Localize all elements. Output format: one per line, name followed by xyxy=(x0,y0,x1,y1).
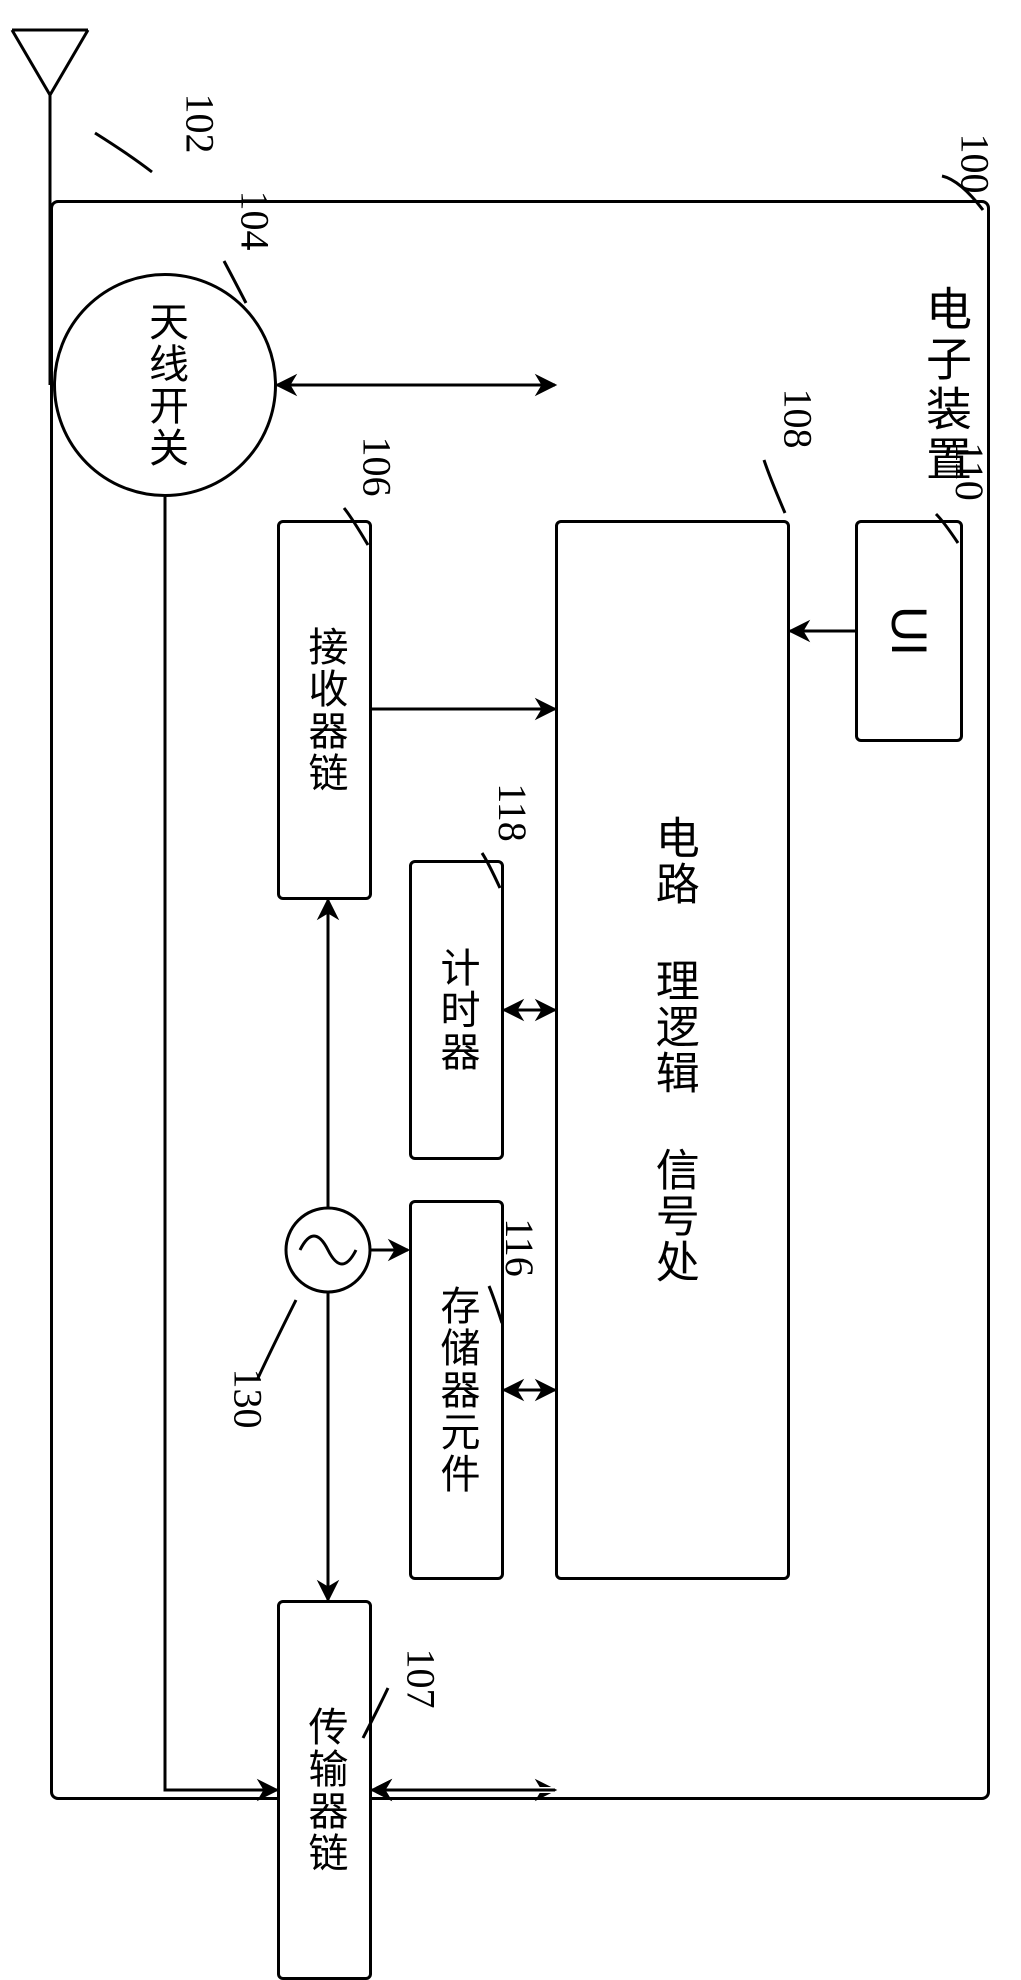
ref-108: 108 xyxy=(775,389,822,449)
ref-100: 100 xyxy=(952,134,999,194)
timer-label: 计时器 xyxy=(435,947,479,1073)
ref-110: 110 xyxy=(946,442,993,501)
signal-proc-label: 电路 理逻辑 信号处 xyxy=(648,815,696,1285)
receiver-chain-label: 接收器链 xyxy=(303,626,347,794)
antenna-switch-block: 天线开关 xyxy=(53,273,277,497)
transmitter-chain-label: 传输器链 xyxy=(303,1706,347,1874)
receiver-chain-block: 接收器链 xyxy=(277,520,372,900)
signal-proc-block: 电路 理逻辑 信号处 xyxy=(555,520,790,1580)
ui-label: UI xyxy=(880,606,938,656)
ref-107: 107 xyxy=(398,1649,445,1709)
ref-118: 118 xyxy=(489,783,536,842)
ref-104: 104 xyxy=(232,191,279,251)
antenna-switch-label: 天线开关 xyxy=(143,301,187,469)
ref-130: 130 xyxy=(225,1369,272,1429)
memory-block: 存储器元件 xyxy=(409,1200,504,1580)
ui-block: UI xyxy=(855,520,963,742)
memory-label: 存储器元件 xyxy=(435,1285,479,1495)
ref-106: 106 xyxy=(354,437,401,497)
timer-block: 计时器 xyxy=(409,860,504,1160)
ref-102: 102 xyxy=(177,94,224,154)
transmitter-chain-block: 传输器链 xyxy=(277,1600,372,1980)
ref-116: 116 xyxy=(496,1218,543,1277)
